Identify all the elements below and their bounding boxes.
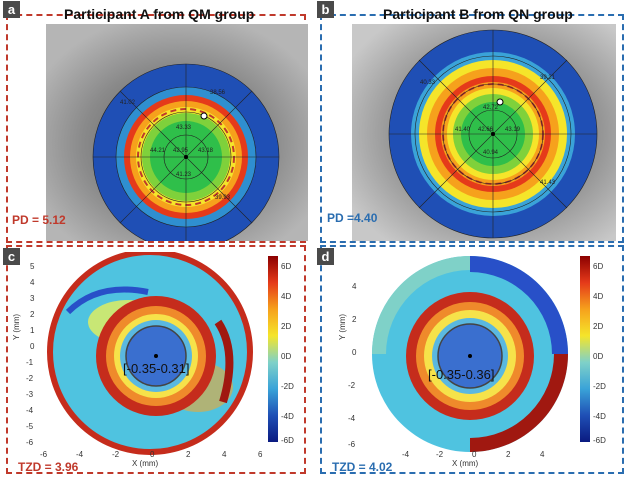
cbar-c-tick-4: 0D [281,352,292,361]
y-tick-c-1: 5 [30,262,35,271]
x-tick-d-3: 0 [472,450,477,459]
tzd-value-d: TZD = 4.02 [332,460,393,474]
topography-map-a [46,24,308,241]
topo-a-value-1: 42.95 [173,148,189,154]
tzd-value-c: TZD = 3.96 [18,460,79,474]
cbar-d-tick-5: -2D [593,382,606,391]
x-axis-label-d: X (mm) [452,459,479,468]
y-tick-d-3: 0 [352,348,357,357]
cbar-c-tick-1: 6D [281,262,292,271]
panel-letter-c: c [3,248,20,265]
cbar-c-tick-3: 2D [281,322,292,331]
pd-value-b: PD =4.40 [327,211,378,225]
y-tick-c-7: -1 [26,358,34,367]
topo-b-value-6: 39.31 [540,75,556,81]
y-tick-d-6: -6 [348,440,356,449]
cbar-d-tick-6: -4D [593,412,606,421]
cbar-c-tick-2: 4D [281,292,292,301]
y-tick-c-9: -3 [26,390,34,399]
colorbar-c [268,256,278,442]
y-tick-d-5: -4 [348,414,356,423]
y-axis-label-d: Y (mm) [338,313,347,340]
x-tick-c-3: -2 [112,450,120,459]
y-axis-label-c: Y (mm) [12,313,21,340]
panel-letter-a: a [3,1,20,18]
pd-value-a: PD = 5.12 [12,213,66,227]
topography-svg-a [46,24,308,241]
topo-b-value-5: 40.94 [483,150,499,156]
x-tick-c-5: 2 [186,450,191,459]
tangential-map-c [47,252,253,455]
cbar-c-tick-5: -2D [281,382,294,391]
cbar-c-tick-7: -6D [281,436,294,445]
topo-a-value-3: 44.21 [150,148,166,154]
y-tick-c-10: -4 [26,406,34,415]
cbar-d-tick-3: 2D [593,322,604,331]
topo-b-value-1: 42.66 [478,127,494,133]
panel-c-border [6,245,306,474]
topo-a-value-6: 38.56 [210,90,226,96]
x-tick-d-4: 2 [506,450,511,459]
y-tick-c-3: 3 [30,294,35,303]
x-tick-c-7: 6 [258,450,263,459]
colorbar-d [580,256,590,442]
y-tick-c-6: 0 [30,342,35,351]
y-tick-d-1: 4 [352,282,357,291]
topo-a-value-4: 43.33 [176,125,192,131]
panel-a-title: Participant A from QM group [64,6,255,22]
x-axis-label-c: X (mm) [132,459,159,468]
x-tick-d-5: 4 [540,450,545,459]
panel-b-border [320,14,624,243]
x-tick-c-1: -6 [40,450,48,459]
panel-letter-d: d [317,248,334,265]
topo-b-value-3: 41.40 [455,127,471,133]
y-tick-c-2: 4 [30,278,35,287]
cbar-c-tick-6: -4D [281,412,294,421]
y-tick-c-12: -6 [26,438,34,447]
topo-a-value-2: 43.18 [198,148,214,154]
x-tick-c-2: -4 [76,450,84,459]
topo-a-value-8: 39.93 [215,195,231,201]
panel-b-title: Participant B from QN group [383,6,573,22]
topo-b-value-4: 42.72 [483,105,499,111]
y-tick-d-2: 2 [352,315,357,324]
y-tick-c-8: -2 [26,374,34,383]
cbar-d-tick-7: -6D [593,436,606,445]
y-tick-c-11: -5 [26,422,34,431]
cbar-d-tick-2: 4D [593,292,604,301]
y-tick-c-5: 1 [30,326,35,335]
y-tick-c-4: 2 [30,310,35,319]
cbar-d-tick-4: 0D [593,352,604,361]
panel-letter-b: b [317,1,334,18]
topo-a-value-5: 41.23 [176,172,192,178]
topo-b-value-2: 43.19 [505,127,521,133]
x-tick-c-6: 4 [222,450,227,459]
x-tick-d-2: -2 [436,450,444,459]
topo-b-value-7: 40.33 [420,80,436,86]
x-tick-c-4: 0 [150,450,155,459]
cbar-d-tick-1: 6D [593,262,604,271]
x-tick-d-1: -4 [402,450,410,459]
range-label-d: [-0.35-0.36] [428,367,495,382]
y-tick-d-4: -2 [348,381,356,390]
range-label-c: [-0.35-0.31] [123,361,190,376]
topography-svg-b [352,24,616,241]
topography-map-b [352,24,616,241]
topo-a-value-7: 41.02 [120,100,136,106]
panel-d-border [320,245,624,474]
tangential-map-d [372,256,568,452]
topo-b-value-8: 41.43 [540,180,556,186]
